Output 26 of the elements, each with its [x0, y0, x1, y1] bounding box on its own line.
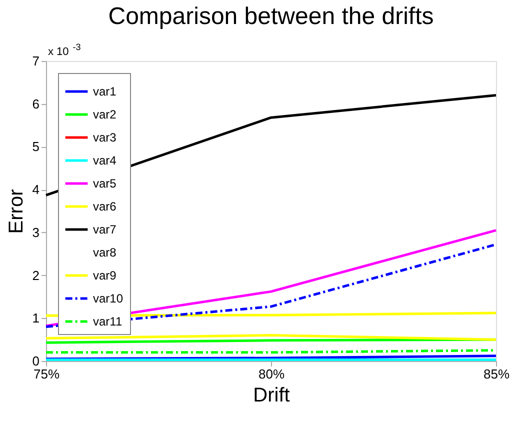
legend-label: var11	[93, 314, 122, 328]
legend-label: var9	[93, 268, 117, 282]
x-tick-label: 75%	[33, 366, 60, 382]
legend-label: var1	[93, 84, 117, 98]
y-tick-label: 0	[32, 354, 40, 368]
legend-label: var2	[93, 108, 117, 122]
legend-label: var3	[93, 130, 117, 144]
chart-title: Comparison between the drifts	[108, 3, 434, 30]
legend-label: var10	[93, 292, 124, 306]
legend-label: var4	[93, 154, 117, 168]
y-tick-label: 6	[32, 96, 40, 112]
legend-label: var7	[93, 222, 117, 236]
y-tick-label: 3	[32, 224, 40, 240]
x-tick-label: 80%	[258, 366, 285, 382]
legend-label: var6	[93, 200, 117, 214]
x-tick-label: 85%	[483, 366, 510, 382]
x-axis-title: Drift	[253, 384, 290, 406]
y-axis-title: Error	[5, 188, 28, 234]
y-tick-label: 2	[32, 268, 40, 283]
legend-label: var5	[93, 176, 117, 190]
y-tick-label: 4	[32, 182, 40, 198]
text: var8	[93, 246, 117, 260]
text: x 10-3	[48, 42, 81, 58]
y-tick-label: 5	[32, 139, 40, 154]
y-tick-label: 7	[32, 54, 40, 68]
y-tick-label: 1	[32, 310, 40, 326]
